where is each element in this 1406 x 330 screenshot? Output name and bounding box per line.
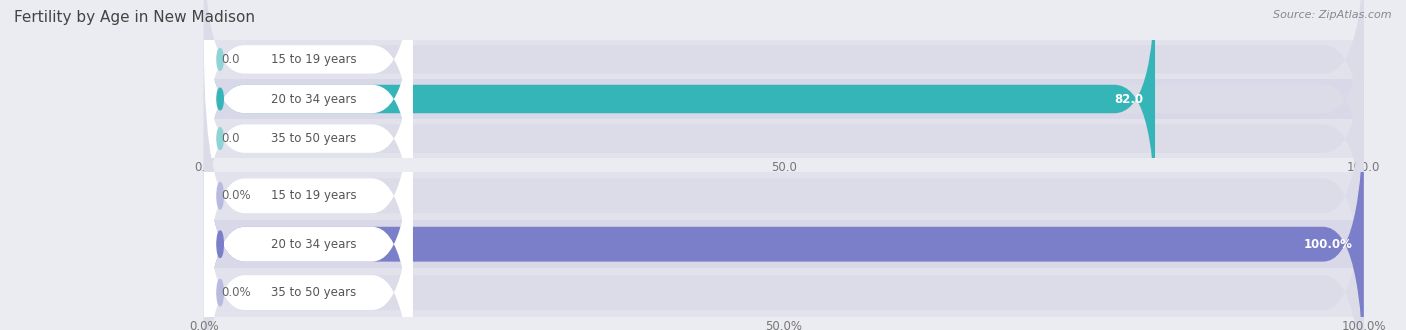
Text: 15 to 19 years: 15 to 19 years — [271, 53, 357, 66]
FancyBboxPatch shape — [204, 141, 413, 330]
FancyBboxPatch shape — [204, 0, 1364, 184]
Text: 35 to 50 years: 35 to 50 years — [271, 132, 357, 145]
FancyBboxPatch shape — [204, 119, 1364, 158]
Text: 0.0%: 0.0% — [221, 189, 250, 202]
Circle shape — [217, 182, 224, 209]
FancyBboxPatch shape — [204, 172, 1364, 220]
FancyBboxPatch shape — [204, 92, 1364, 330]
Text: 35 to 50 years: 35 to 50 years — [271, 286, 357, 299]
Circle shape — [217, 231, 224, 257]
FancyBboxPatch shape — [204, 268, 1364, 317]
FancyBboxPatch shape — [204, 141, 1364, 330]
FancyBboxPatch shape — [204, 220, 1364, 268]
Text: 20 to 34 years: 20 to 34 years — [271, 238, 357, 251]
Text: 0.0: 0.0 — [221, 132, 240, 145]
FancyBboxPatch shape — [204, 79, 1364, 119]
Text: 0.0: 0.0 — [221, 53, 240, 66]
FancyBboxPatch shape — [204, 14, 413, 263]
Text: Fertility by Age in New Madison: Fertility by Age in New Madison — [14, 10, 254, 25]
FancyBboxPatch shape — [204, 92, 1364, 330]
FancyBboxPatch shape — [204, 0, 1156, 223]
FancyBboxPatch shape — [204, 0, 413, 223]
Circle shape — [217, 49, 224, 70]
FancyBboxPatch shape — [204, 14, 1364, 263]
Text: 20 to 34 years: 20 to 34 years — [271, 92, 357, 106]
FancyBboxPatch shape — [204, 0, 413, 184]
Text: 0.0%: 0.0% — [221, 286, 250, 299]
FancyBboxPatch shape — [204, 44, 413, 330]
FancyBboxPatch shape — [204, 0, 1364, 223]
Circle shape — [217, 88, 224, 110]
FancyBboxPatch shape — [204, 40, 1364, 79]
Text: 100.0%: 100.0% — [1303, 238, 1353, 251]
Text: Source: ZipAtlas.com: Source: ZipAtlas.com — [1274, 10, 1392, 20]
FancyBboxPatch shape — [204, 92, 413, 330]
Circle shape — [217, 128, 224, 149]
Text: 82.0: 82.0 — [1115, 92, 1143, 106]
Text: 15 to 19 years: 15 to 19 years — [271, 189, 357, 202]
FancyBboxPatch shape — [204, 44, 1364, 330]
Circle shape — [217, 280, 224, 306]
